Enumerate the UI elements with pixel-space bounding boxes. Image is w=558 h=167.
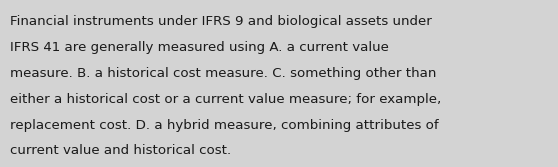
Text: measure. B. a historical cost measure. C. something other than: measure. B. a historical cost measure. C… xyxy=(10,67,436,80)
Text: replacement cost. D. a hybrid measure, combining attributes of: replacement cost. D. a hybrid measure, c… xyxy=(10,119,439,132)
Text: current value and historical cost.: current value and historical cost. xyxy=(10,144,232,157)
Text: IFRS 41 are generally measured using A. a current value: IFRS 41 are generally measured using A. … xyxy=(10,41,389,54)
Text: either a historical cost or a current value measure; for example,: either a historical cost or a current va… xyxy=(10,93,441,106)
Text: Financial instruments under IFRS 9 and biological assets under: Financial instruments under IFRS 9 and b… xyxy=(10,15,432,28)
